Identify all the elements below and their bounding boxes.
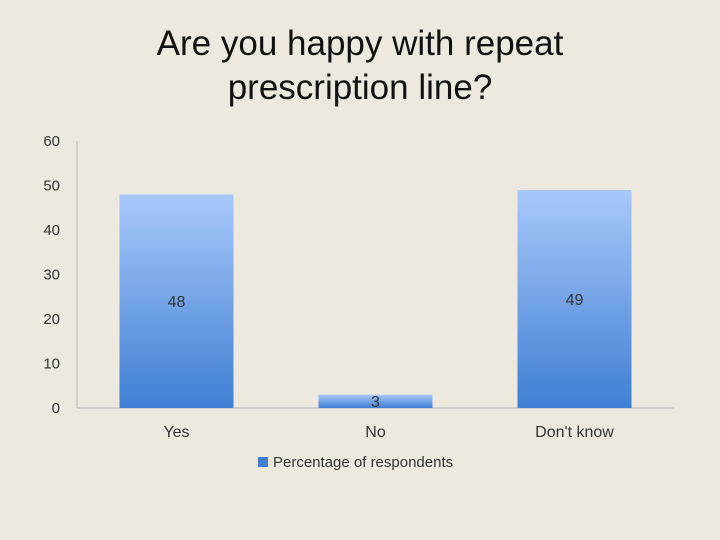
x-axis-categories: Yes No Don't know: [163, 424, 614, 441]
y-tick-label: 60: [43, 133, 60, 150]
bar-series: [119, 189, 632, 408]
y-tick-label: 0: [52, 400, 60, 417]
data-labels: 48 3 49: [168, 292, 584, 411]
y-tick-label: 10: [43, 356, 60, 373]
x-category-label: Yes: [163, 424, 189, 441]
chart-title-line-2: prescription line?: [227, 68, 493, 107]
x-category-label: No: [365, 424, 386, 441]
legend-swatch: [258, 457, 268, 467]
bar: [318, 394, 433, 408]
data-label: 48: [168, 294, 186, 311]
bar: [119, 194, 234, 408]
legend: Percentage of respondents: [258, 454, 453, 471]
legend-label: Percentage of respondents: [273, 454, 453, 471]
y-axis-ticks: 0 10 20 30 40 50 60: [43, 133, 60, 417]
data-label: 3: [371, 394, 380, 411]
chart-title-line-1: Are you happy with repeat: [156, 24, 564, 63]
y-tick-label: 50: [43, 178, 60, 195]
y-tick-label: 20: [43, 311, 60, 328]
y-tick-label: 40: [43, 222, 60, 239]
x-category-label: Don't know: [535, 424, 614, 441]
y-tick-label: 30: [43, 267, 60, 284]
bar: [517, 189, 632, 408]
chart-title: Are you happy with repeat prescription l…: [0, 22, 720, 110]
data-label: 49: [566, 292, 584, 309]
